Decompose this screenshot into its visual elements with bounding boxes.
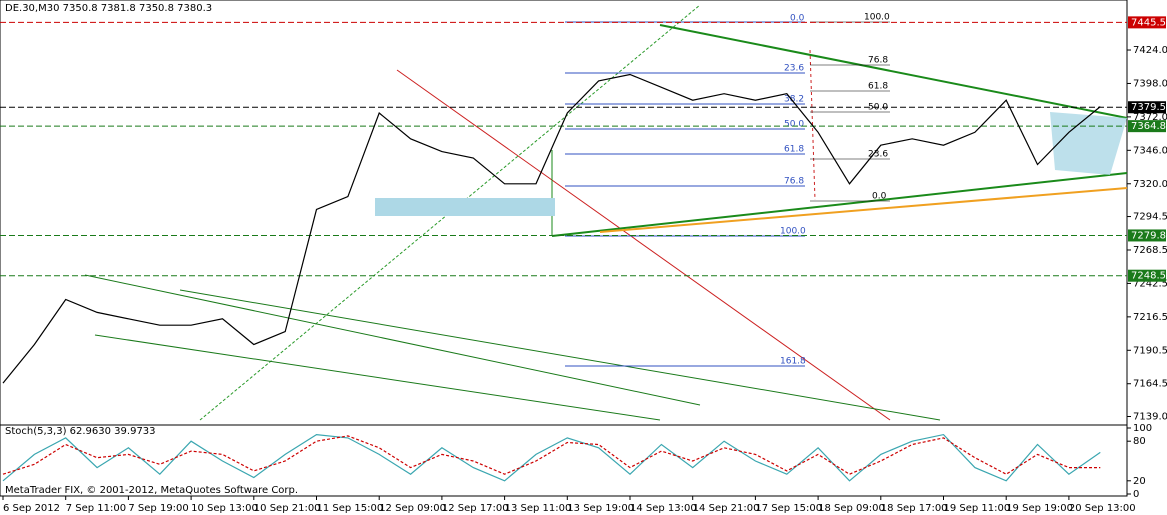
- y-tick-label: 7398.0: [1133, 78, 1167, 89]
- trend-line: [809, 49, 816, 201]
- price-tag-label: 7279.8: [1131, 230, 1166, 241]
- x-tick-label: 13 Sep 11:00: [505, 503, 572, 514]
- fib-label: 23.6: [868, 150, 888, 160]
- zone: [1050, 112, 1127, 175]
- fib-label: 61.8: [868, 82, 888, 92]
- x-tick-label: 7 Sep 11:00: [66, 503, 126, 514]
- zone: [375, 198, 555, 216]
- price-tag-label: 7364.8: [1131, 121, 1166, 132]
- trend-line: [659, 24, 1128, 119]
- fib-label: 50.0: [784, 120, 804, 130]
- y-tick-label: 7216.5: [1133, 312, 1167, 323]
- fib-label: 61.8: [784, 145, 804, 155]
- fib-label: 23.6: [784, 64, 804, 74]
- y-tick-label: 7190.5: [1133, 345, 1167, 356]
- channel: [179, 289, 941, 421]
- y-tick-label: 7424.0: [1133, 45, 1167, 56]
- trend-line: [599, 187, 1128, 233]
- x-tick-label: 6 Sep 2012: [3, 503, 60, 514]
- price-tag: [1128, 269, 1166, 282]
- y-tick-label: 7294.5: [1133, 212, 1167, 223]
- x-tick-label: 19 Sep 19:00: [1006, 503, 1073, 514]
- y-tick-label: 7164.5: [1133, 379, 1167, 390]
- copyright: MetaTrader FIX, © 2001-2012, MetaQuotes …: [5, 485, 298, 496]
- price-tag: [1128, 120, 1166, 133]
- price-tag: [1128, 229, 1166, 242]
- fib-label: 38.2: [784, 95, 804, 105]
- trend-line: [199, 4, 701, 421]
- y-tick-label: 20: [1133, 476, 1146, 487]
- x-tick-label: 17 Sep 15:00: [755, 503, 822, 514]
- price-tag: [1128, 101, 1166, 114]
- x-tick-label: 7 Sep 19:00: [128, 503, 188, 514]
- fib-label: 0.0: [872, 192, 887, 202]
- x-tick-label: 13 Sep 19:00: [567, 503, 634, 514]
- y-tick-label: 7268.5: [1133, 245, 1167, 256]
- y-tick-label: 7372.0: [1133, 112, 1167, 123]
- x-tick-label: 11 Sep 15:00: [317, 503, 384, 514]
- price-line: [2, 433, 1101, 482]
- y-tick-label: 7320.0: [1133, 179, 1167, 190]
- y-tick-label: 0: [1133, 489, 1139, 500]
- y-tick-label: 7139.0: [1133, 412, 1167, 423]
- trend-line: [551, 172, 1128, 237]
- y-tick-label: 80: [1133, 436, 1146, 447]
- price-tag-label: 7445.5: [1131, 17, 1166, 28]
- fib-label: 161.8: [780, 357, 806, 367]
- x-tick-label: 18 Sep 17:00: [881, 503, 948, 514]
- x-tick-label: 10 Sep 21:00: [254, 503, 321, 514]
- price-tag-label: 7379.5: [1131, 102, 1166, 113]
- x-tick-label: 12 Sep 17:00: [442, 503, 509, 514]
- x-tick-label: 14 Sep 13:00: [630, 503, 697, 514]
- fib-label: 100.0: [864, 13, 890, 23]
- channel: [84, 274, 701, 406]
- y-tick-label: 100: [1133, 423, 1152, 434]
- x-tick-label: 20 Sep 13:00: [1069, 503, 1136, 514]
- price-tag: [1128, 16, 1166, 29]
- channel: [94, 334, 661, 421]
- fib-label: 76.8: [784, 177, 804, 187]
- trend-line: [396, 69, 891, 421]
- indicator-title: Stoch(5,3,3) 62.9630 39.9733: [5, 426, 156, 437]
- price-tag-label: 7248.5: [1131, 271, 1166, 282]
- frame: [0, 0, 1128, 497]
- fib-label: 0.0: [790, 14, 805, 24]
- fib-label: 100.0: [780, 227, 806, 237]
- y-tick-label: 7242.5: [1133, 278, 1167, 289]
- price-line: [2, 435, 1101, 475]
- price-line: [2, 73, 1101, 384]
- x-tick-label: 18 Sep 09:00: [818, 503, 885, 514]
- chart-title: DE.30,M30 7350.8 7381.8 7350.8 7380.3: [5, 3, 212, 14]
- x-tick-label: 14 Sep 21:00: [693, 503, 760, 514]
- y-tick-label: 7346.0: [1133, 145, 1167, 156]
- fib-label: 76.8: [868, 56, 888, 66]
- x-tick-label: 19 Sep 11:00: [944, 503, 1011, 514]
- x-tick-label: 12 Sep 09:00: [379, 503, 446, 514]
- x-tick-label: 10 Sep 13:00: [191, 503, 258, 514]
